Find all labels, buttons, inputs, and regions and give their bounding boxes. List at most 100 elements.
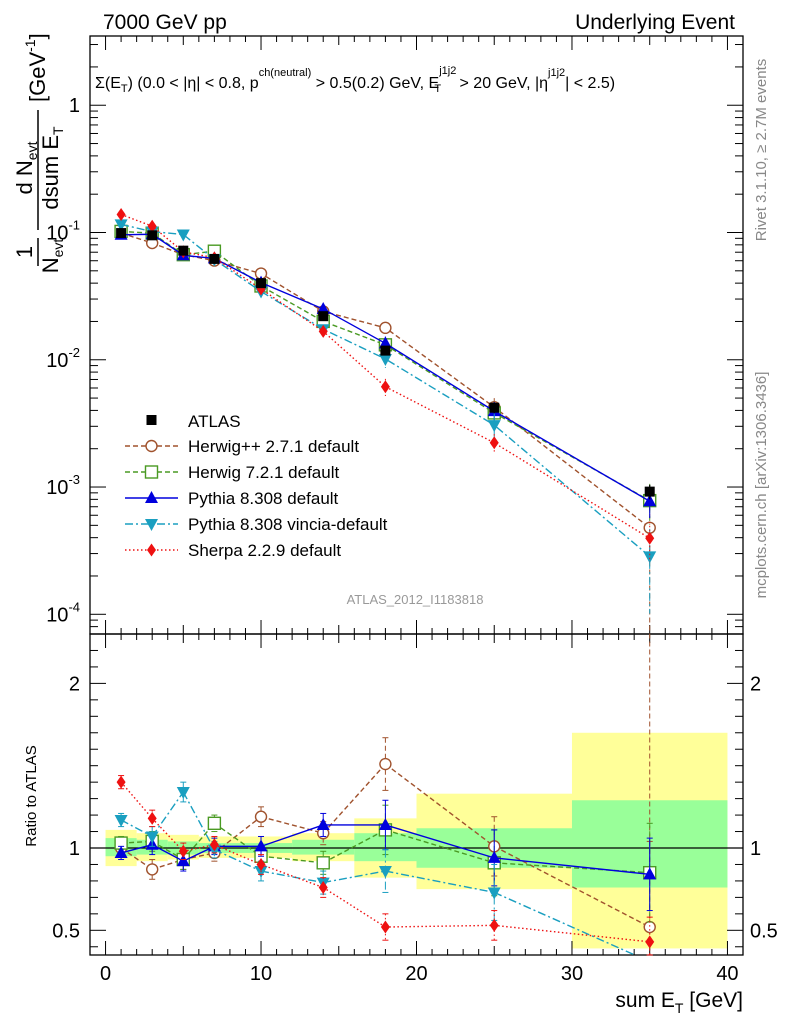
series-3-main-line [120, 223, 651, 557]
series-2-ratio-point [316, 817, 330, 830]
data-point [644, 486, 655, 497]
series-2-ratio-line [494, 857, 650, 876]
series-0-ratio-line [384, 763, 495, 847]
legend-label: Sherpa 2.2.9 default [188, 541, 341, 560]
legend-entry-2: Pythia 8.308 default [125, 489, 339, 508]
series-1-ratio-line [385, 829, 495, 864]
series-4-ratio-point [318, 881, 328, 895]
header-right: Underlying Event [575, 11, 735, 34]
series-4-main-point [380, 380, 390, 394]
series-2-ratio-line [260, 824, 324, 848]
series-2-ratio-point [378, 817, 392, 830]
ylabel-unit: [GeV-1] [22, 33, 50, 102]
data-point [489, 402, 500, 413]
series-4-main-point [318, 324, 328, 338]
ylabel-dn: d Nevt [12, 141, 40, 194]
legend-entry-4: Sherpa 2.2.9 default [125, 541, 341, 560]
series-4-ratio-line [260, 863, 324, 889]
ratio-plot-series [114, 737, 657, 956]
x-tick-label: 20 [405, 963, 427, 985]
series-3-ratio-point [145, 831, 159, 844]
series-2-ratio-point [176, 854, 190, 867]
series-3-ratio-point [114, 815, 128, 828]
main-y-tick-label: 10-4 [46, 599, 80, 626]
legend-label: ATLAS [188, 412, 241, 431]
header-left: 7000 GeV pp [103, 11, 227, 34]
legend-label: Herwig++ 2.7.1 default [188, 437, 359, 456]
legend-marker [145, 439, 158, 453]
ratio-y-tick-label-right: 2 [750, 673, 761, 695]
main-plot-title: Σ(ET) (0.0 < |η| < 0.8, pch(neutral) > 0… [95, 65, 615, 95]
series-1-ratio-line [322, 829, 386, 864]
series-4-ratio-line [120, 781, 153, 819]
series-0-ratio-point [145, 863, 159, 876]
series-3-ratio-point [378, 866, 392, 879]
main-y-axis-label: 1 Nevt d Nevt dsum ET [GeV-1] [12, 33, 66, 273]
ratio-y-tick-label-right: 0.5 [750, 920, 778, 942]
series-2-ratio-point [254, 839, 268, 852]
series-4-ratio [116, 775, 655, 956]
series-4-ratio-point [116, 775, 126, 789]
series-3-ratio-line [493, 891, 636, 956]
series-3-main-point [378, 353, 392, 366]
axes: 0 10 20 30 40 10-4 10-3 10-2 10-1 1 0.5 0.5 1 1 2 2 [46, 35, 778, 985]
rivet-label: Rivet 3.1.10, ≥ 2.7M events [753, 59, 770, 242]
x-tick-label: 10 [250, 963, 272, 985]
series-2-main-point [378, 336, 392, 349]
ratio-y-tick-label: 1 [69, 838, 80, 860]
series-3-ratio-point [176, 787, 190, 800]
series-3-ratio-line [182, 791, 215, 850]
series-1-ratio-line [260, 855, 324, 864]
series-4-ratio-line [385, 924, 495, 928]
ratio-y-tick-label-right: 1 [750, 838, 761, 860]
series-4-ratio-point [178, 844, 188, 858]
legend-marker [147, 543, 156, 557]
series-3-ratio-point [487, 887, 501, 900]
ratio-y-tick-label: 2 [69, 673, 80, 695]
data-point [147, 230, 158, 241]
series-3-ratio-line [120, 819, 153, 838]
series-0-ratio-line [493, 845, 651, 928]
x-axis-label: sum ET [GeV] [615, 989, 743, 1016]
data-point [318, 311, 329, 322]
data-point [209, 253, 220, 264]
series-1-ratio-point [207, 816, 222, 831]
series-0-ratio-point [643, 920, 656, 934]
ratio-y-axis-label: Ratio to ATLAS [23, 745, 40, 846]
series-3-main-point [643, 551, 657, 564]
series-0-ratio-line [260, 816, 324, 834]
ratio-y-tick-label: 0.5 [52, 920, 80, 942]
legend-marker [145, 519, 158, 531]
series-2-ratio [114, 799, 657, 912]
series-3-ratio-line [151, 791, 184, 837]
series-4-main-point [645, 531, 655, 545]
series-0-ratio-point [379, 757, 392, 771]
data-point [116, 228, 127, 239]
legend-marker [144, 465, 159, 479]
legend-label: Herwig 7.2.1 default [188, 463, 339, 482]
series-2-ratio-line [385, 824, 495, 859]
legend-entry-3: Pythia 8.308 vincia-default [125, 515, 388, 534]
series-4-ratio-point [209, 838, 219, 852]
series-4-ratio-line [214, 844, 262, 866]
series-2-main-point [316, 301, 330, 314]
series-4-ratio-point [489, 918, 499, 932]
series-4-ratio-point [147, 811, 157, 825]
series-4-ratio-line [322, 886, 386, 928]
ratio-uncertainty-bands [90, 732, 743, 949]
series-4-ratio-point [645, 935, 655, 949]
x-tick-label: 0 [100, 963, 111, 985]
legend-marker [146, 415, 157, 425]
series-1-main-line [121, 230, 651, 502]
series-1-ratio-point [316, 856, 330, 870]
legend-entry-1: Herwig 7.2.1 default [125, 463, 339, 482]
ylabel-dsum: dsum ET [38, 126, 66, 210]
main-y-tick-label: 10-1 [46, 218, 80, 245]
series-3-main-point [176, 229, 190, 242]
series-3-ratio-line [323, 870, 386, 884]
series-3-ratio-line [260, 870, 324, 884]
series-2-main-point [643, 494, 657, 507]
series-1-ratio-line [213, 822, 262, 857]
series-0-ratio-line [120, 847, 153, 870]
series-3-main-point [114, 219, 128, 232]
